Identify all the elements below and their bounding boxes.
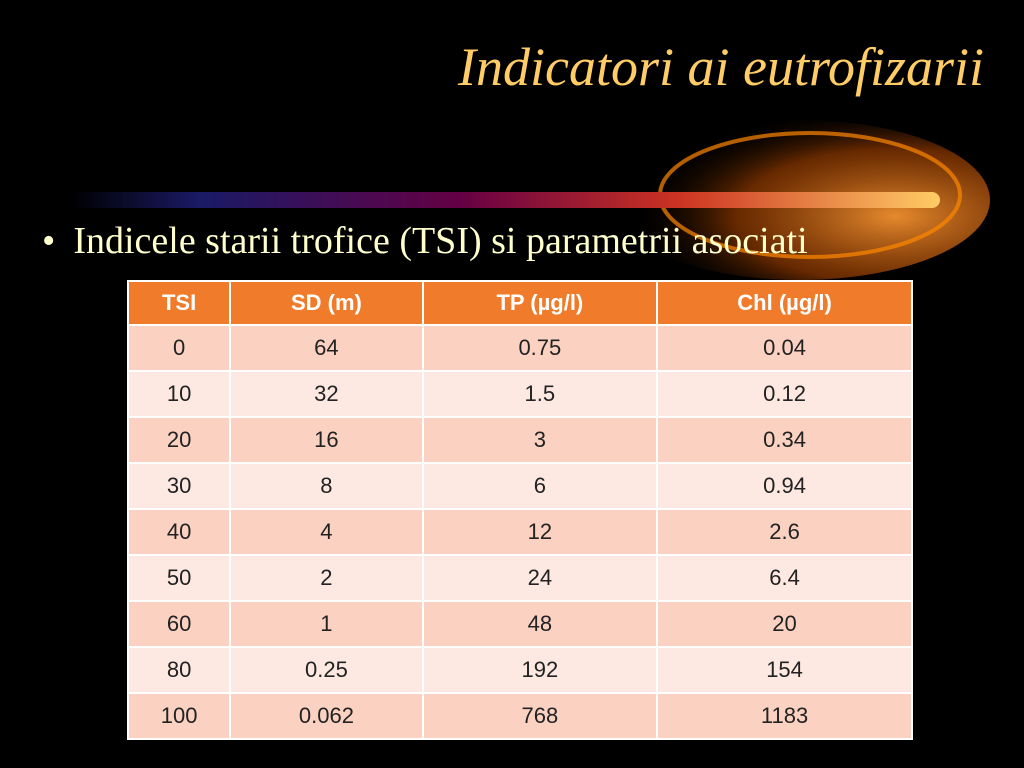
header-cell: TP (µg/l) bbox=[421, 280, 659, 326]
bullet: • Indicele starii trofice (TSI) si parame… bbox=[42, 220, 808, 262]
table-cell: 192 bbox=[421, 646, 659, 694]
table-row: 60 1 48 20 bbox=[126, 600, 913, 648]
table-row: 80 0.25 192 154 bbox=[126, 646, 913, 694]
table-cell: 6 bbox=[421, 462, 659, 510]
table-cell: 24 bbox=[421, 554, 659, 602]
bullet-text: Indicele starii trofice (TSI) si paramet… bbox=[73, 220, 808, 262]
table-cell: 12 bbox=[421, 508, 659, 556]
table-row: 30 8 6 0.94 bbox=[126, 462, 913, 510]
table-cell: 0 bbox=[126, 324, 232, 372]
table-cell: 100 bbox=[126, 692, 232, 740]
table-row: 40 4 12 2.6 bbox=[126, 508, 913, 556]
table-cell: 1 bbox=[229, 600, 424, 648]
table-cell: 0.062 bbox=[229, 692, 424, 740]
table-cell: 0.75 bbox=[421, 324, 659, 372]
table-cell: 30 bbox=[126, 462, 232, 510]
header-cell: SD (m) bbox=[229, 280, 424, 326]
slide-title: Indicatori ai eutrofizarii bbox=[458, 37, 984, 97]
table-cell: 0.12 bbox=[656, 370, 913, 418]
table-row: 10 32 1.5 0.12 bbox=[126, 370, 913, 418]
table-cell: 8 bbox=[229, 462, 424, 510]
table-cell: 0.34 bbox=[656, 416, 913, 464]
table-cell: 20 bbox=[656, 600, 913, 648]
table-cell: 10 bbox=[126, 370, 232, 418]
table-cell: 80 bbox=[126, 646, 232, 694]
table-cell: 0.25 bbox=[229, 646, 424, 694]
table-cell: 768 bbox=[421, 692, 659, 740]
table-cell: 60 bbox=[126, 600, 232, 648]
table-row: 20 16 3 0.34 bbox=[126, 416, 913, 464]
table-cell: 4 bbox=[229, 508, 424, 556]
table-cell: 32 bbox=[229, 370, 424, 418]
header-cell: Chl (µg/l) bbox=[656, 280, 913, 326]
table-cell: 20 bbox=[126, 416, 232, 464]
data-table: TSI SD (m) TP (µg/l) Chl (µg/l) 0 64 0.75 0.04 1… bbox=[126, 280, 913, 740]
table-cell: 48 bbox=[421, 600, 659, 648]
table-row: 0 64 0.75 0.04 bbox=[126, 324, 913, 372]
table-cell: 2 bbox=[229, 554, 424, 602]
table-cell: 3 bbox=[421, 416, 659, 464]
table-row: 100 0.062 768 1183 bbox=[126, 692, 913, 740]
table-cell: 64 bbox=[229, 324, 424, 372]
table-cell: 0.94 bbox=[656, 462, 913, 510]
table-cell: 6.4 bbox=[656, 554, 913, 602]
table-cell: 1183 bbox=[656, 692, 913, 740]
comet-band bbox=[70, 192, 940, 208]
table-cell: 154 bbox=[656, 646, 913, 694]
table-cell: 50 bbox=[126, 554, 232, 602]
table-cell: 0.04 bbox=[656, 324, 913, 372]
header-row: TSI SD (m) TP (µg/l) Chl (µg/l) bbox=[126, 280, 913, 326]
table-cell: 1.5 bbox=[421, 370, 659, 418]
table-cell: 16 bbox=[229, 416, 424, 464]
table-row: 50 2 24 6.4 bbox=[126, 554, 913, 602]
table-cell: 40 bbox=[126, 508, 232, 556]
table-cell: 2.6 bbox=[656, 508, 913, 556]
header-cell: TSI bbox=[126, 280, 232, 326]
